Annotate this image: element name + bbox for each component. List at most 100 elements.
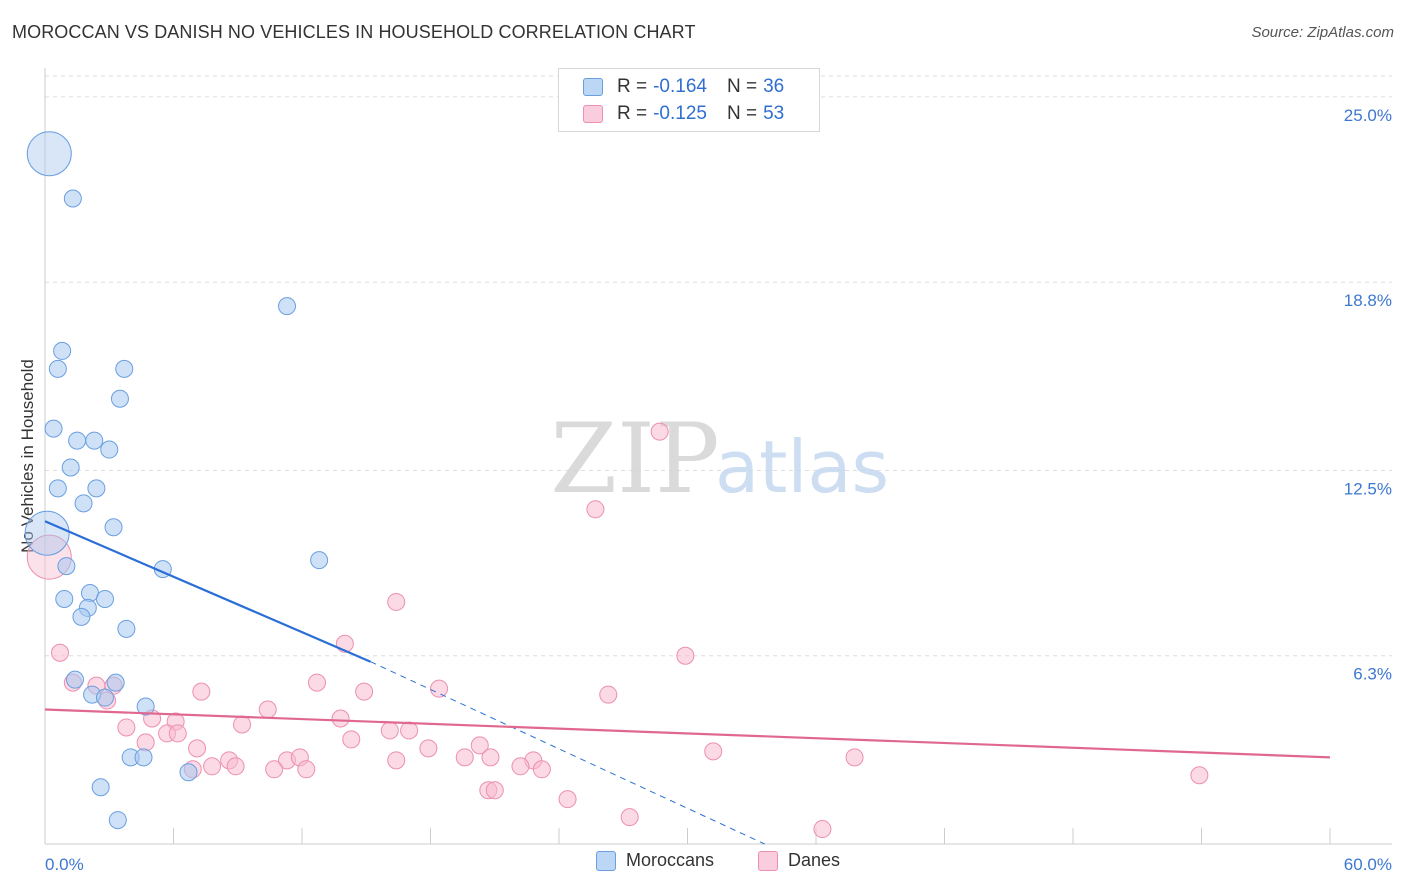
legend-label-moroccans: Moroccans xyxy=(626,850,715,870)
moroccans-point xyxy=(65,670,84,689)
moroccans-point xyxy=(310,551,329,570)
trend-lines xyxy=(44,520,1331,845)
moroccans-point xyxy=(26,131,72,177)
n-value: 36 xyxy=(763,76,785,97)
moroccans-point xyxy=(278,297,297,316)
moroccans-point xyxy=(108,811,127,830)
chart-source: Source: ZipAtlas.com xyxy=(1251,24,1394,41)
moroccans-point xyxy=(100,440,119,459)
moroccans-point xyxy=(95,688,114,707)
danes-point xyxy=(485,781,504,800)
danes-point xyxy=(297,760,316,779)
danes-point xyxy=(233,715,252,734)
moroccans-swatch xyxy=(596,850,616,871)
moroccans-point xyxy=(115,359,134,378)
danes-point xyxy=(355,682,374,701)
axes xyxy=(44,68,1392,845)
y-tick-label: 12.5% xyxy=(1344,479,1392,498)
n-label: N = xyxy=(726,103,758,124)
danes-point xyxy=(511,757,530,776)
moroccans-point xyxy=(179,763,198,782)
danes-point xyxy=(265,760,284,779)
danes-point xyxy=(342,730,361,749)
danes-point xyxy=(168,724,187,743)
stats-legend-row-danes: R = -0.125 N = 53 xyxy=(583,101,784,127)
danes-point xyxy=(258,700,277,719)
n-label: N = xyxy=(726,76,758,97)
y-tick-label: 25.0% xyxy=(1344,106,1392,125)
n-value: 53 xyxy=(763,103,785,124)
moroccans-point xyxy=(134,748,153,767)
danes-point xyxy=(387,751,406,770)
moroccans-point xyxy=(110,389,129,408)
moroccans-point xyxy=(44,419,63,438)
tick-labels: 6.3% 12.5% 18.8% 25.0% 0.0% 60.0% xyxy=(45,106,1392,874)
legend-item-danes[interactable]: Danes xyxy=(758,850,840,871)
x-tick-label: 0.0% xyxy=(45,855,84,874)
danes-point xyxy=(532,760,551,779)
moroccans-swatch xyxy=(583,78,603,96)
moroccans-point xyxy=(53,341,72,360)
danes-point xyxy=(470,736,489,755)
danes-point xyxy=(586,500,605,519)
danes-point xyxy=(650,422,669,441)
stats-legend: R = -0.164 N = 36 R = -0.125 N = 53 xyxy=(558,68,820,132)
r-value: -0.164 xyxy=(653,76,707,97)
danes-trend-line xyxy=(44,708,1331,759)
danes-point xyxy=(481,748,500,767)
danes-point xyxy=(50,643,69,662)
moroccans-point xyxy=(57,557,76,576)
danes-point xyxy=(203,757,222,776)
danes-point xyxy=(307,673,326,692)
danes-point xyxy=(387,592,406,611)
danes-point xyxy=(117,718,136,737)
danes-point xyxy=(845,748,864,767)
chart-title: MOROCCAN VS DANISH NO VEHICLES IN HOUSEH… xyxy=(12,22,696,42)
moroccans-point xyxy=(85,431,104,450)
watermark-atlas: atlas xyxy=(715,425,889,509)
y-tick-label: 18.8% xyxy=(1344,291,1392,310)
watermark-zip: ZIP xyxy=(550,403,719,515)
moroccans-point xyxy=(63,189,82,208)
moroccans-point xyxy=(95,589,114,608)
danes-point xyxy=(192,682,211,701)
stats-legend-row-moroccans: R = -0.164 N = 36 xyxy=(583,74,784,100)
moroccans-point xyxy=(117,619,136,638)
danes-point xyxy=(188,739,207,758)
legend-item-moroccans[interactable]: Moroccans xyxy=(596,850,714,871)
danes-point xyxy=(331,709,350,728)
moroccans-point xyxy=(48,359,67,378)
moroccans-point xyxy=(55,589,74,608)
y-tick-label: 6.3% xyxy=(1353,665,1392,684)
moroccans-points xyxy=(24,131,329,830)
danes-point xyxy=(226,757,245,776)
moroccans-point xyxy=(68,431,87,450)
x-tick-label: 60.0% xyxy=(1344,855,1392,874)
danes-point xyxy=(419,739,438,758)
moroccans-point xyxy=(74,494,93,513)
danes-point xyxy=(430,679,449,698)
danes-swatch xyxy=(758,850,778,871)
moroccans-point xyxy=(91,778,110,797)
danes-point xyxy=(704,742,723,761)
danes-point xyxy=(676,646,695,665)
moroccans-point xyxy=(80,583,99,602)
danes-point xyxy=(136,733,155,752)
danes-point xyxy=(813,820,832,839)
danes-point xyxy=(455,748,474,767)
r-label: R = xyxy=(617,103,648,124)
danes-point xyxy=(1190,766,1209,785)
moroccans-point xyxy=(136,697,155,716)
moroccans-point xyxy=(104,518,123,537)
danes-point xyxy=(620,808,639,827)
moroccans-point xyxy=(106,673,125,692)
moroccans-trend-line xyxy=(44,520,371,663)
danes-point xyxy=(599,685,618,704)
moroccans-point xyxy=(87,479,106,498)
danes-point xyxy=(558,790,577,809)
moroccans-point xyxy=(61,458,80,477)
gridlines xyxy=(45,75,1392,657)
danes-swatch xyxy=(583,105,603,123)
moroccans-point xyxy=(72,607,91,626)
